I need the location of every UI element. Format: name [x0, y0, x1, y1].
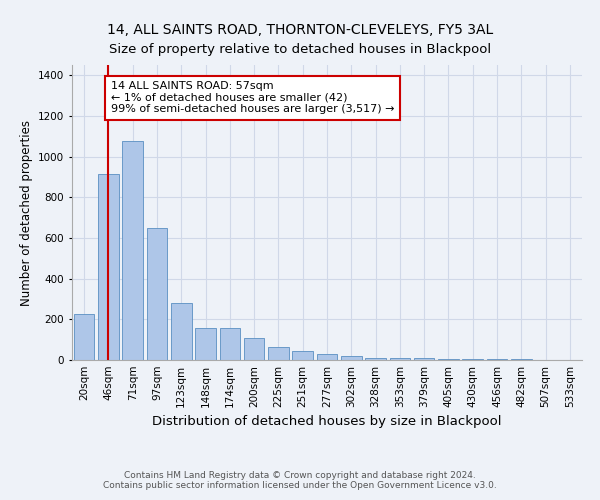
- Bar: [146, 228, 167, 360]
- Bar: [220, 328, 240, 360]
- Text: Size of property relative to detached houses in Blackpool: Size of property relative to detached ho…: [109, 42, 491, 56]
- Bar: [438, 359, 459, 360]
- Bar: [122, 142, 143, 360]
- Bar: [268, 347, 289, 360]
- Text: 14, ALL SAINTS ROAD, THORNTON-CLEVELEYS, FY5 3AL: 14, ALL SAINTS ROAD, THORNTON-CLEVELEYS,…: [107, 22, 493, 36]
- Text: Contains HM Land Registry data © Crown copyright and database right 2024.
Contai: Contains HM Land Registry data © Crown c…: [103, 470, 497, 490]
- Bar: [195, 328, 216, 360]
- Bar: [389, 358, 410, 360]
- Bar: [317, 354, 337, 360]
- Bar: [244, 338, 265, 360]
- Bar: [463, 359, 483, 360]
- Bar: [487, 359, 508, 360]
- Bar: [414, 358, 434, 360]
- Bar: [171, 303, 191, 360]
- Bar: [341, 356, 362, 360]
- Bar: [98, 174, 119, 360]
- Text: 14 ALL SAINTS ROAD: 57sqm
← 1% of detached houses are smaller (42)
99% of semi-d: 14 ALL SAINTS ROAD: 57sqm ← 1% of detach…: [111, 82, 394, 114]
- Y-axis label: Number of detached properties: Number of detached properties: [20, 120, 32, 306]
- Bar: [292, 351, 313, 360]
- Bar: [365, 358, 386, 360]
- Bar: [74, 314, 94, 360]
- X-axis label: Distribution of detached houses by size in Blackpool: Distribution of detached houses by size …: [152, 416, 502, 428]
